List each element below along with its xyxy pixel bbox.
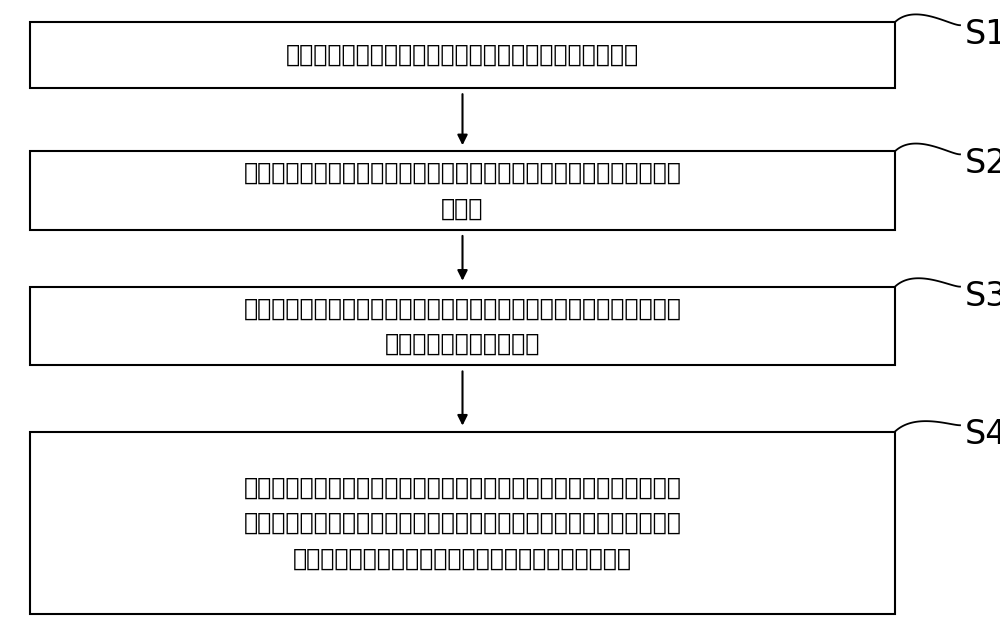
Text: 回声状态网络和多尺度卷积神经网络联合模型基于每个传感器采集的结
构振动响应信息的时间前后依赖性特征以及不同传感器采集的结构振动
响应信息之间的空间相关性特征信息: 回声状态网络和多尺度卷积神经网络联合模型基于每个传感器采集的结 构振动响应信息的… bbox=[244, 476, 681, 570]
Bar bbox=[30, 151, 895, 230]
Bar bbox=[30, 287, 895, 365]
Bar bbox=[30, 22, 895, 88]
Text: 增强后的每个传感器采集的结构振动响应信息输入回声状态网络和多尺
度卷积神经网络联合模型: 增强后的每个传感器采集的结构振动响应信息输入回声状态网络和多尺 度卷积神经网络联… bbox=[244, 296, 681, 356]
Text: S3: S3 bbox=[965, 280, 1000, 312]
Text: S4: S4 bbox=[965, 418, 1000, 451]
Text: S1: S1 bbox=[965, 18, 1000, 51]
Text: 利用多个设置在不同位置的传感器采集结构振动响应信息: 利用多个设置在不同位置的传感器采集结构振动响应信息 bbox=[286, 43, 639, 67]
Text: S2: S2 bbox=[965, 147, 1000, 180]
Bar bbox=[30, 432, 895, 614]
Text: 基于滑动窗口重叠的方式对每个传感器采集的结构振动响应信息进行数
据增强: 基于滑动窗口重叠的方式对每个传感器采集的结构振动响应信息进行数 据增强 bbox=[244, 161, 681, 220]
